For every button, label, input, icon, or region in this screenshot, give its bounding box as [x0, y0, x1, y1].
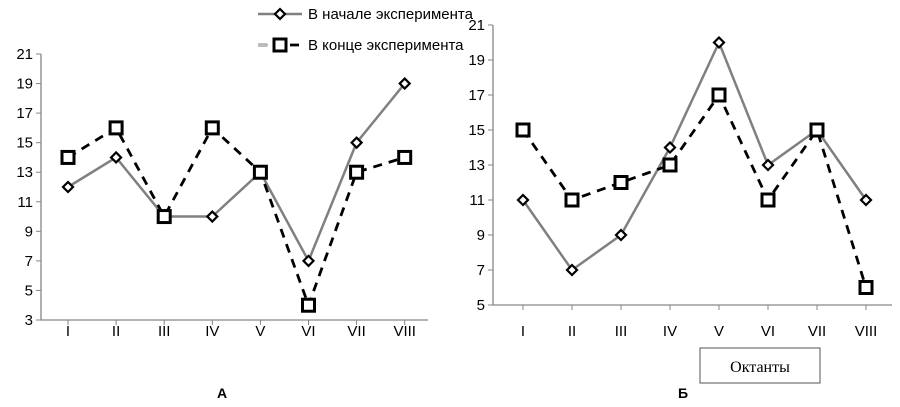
data-point-start — [712, 35, 726, 50]
data-point-end — [60, 149, 76, 165]
legend: В начале эксперимента В конце эксперимент… — [258, 6, 474, 54]
data-point-start — [516, 193, 530, 207]
x-tick-label: II — [568, 323, 576, 340]
y-tick-label: 19 — [16, 76, 33, 93]
data-point-start — [565, 263, 579, 277]
data-point-end — [515, 122, 531, 138]
legend-item: В конце эксперимента — [258, 37, 464, 54]
x-tick-label: VII — [347, 323, 365, 340]
data-point-start — [350, 136, 364, 150]
data-point-start — [614, 228, 628, 242]
data-point-end — [252, 164, 268, 180]
y-tick-label: 3 — [25, 312, 33, 329]
panel-label: А — [217, 385, 227, 401]
data-point-start — [859, 193, 873, 207]
y-tick-label: 19 — [468, 52, 485, 69]
data-point-end — [108, 120, 124, 136]
data-point-end — [760, 192, 776, 208]
x-tick-label: I — [521, 323, 525, 340]
data-point-start — [205, 209, 219, 224]
data-point-end — [809, 122, 825, 138]
y-tick-label: 7 — [25, 253, 33, 270]
data-point-end — [711, 87, 727, 103]
x-tick-label: II — [112, 323, 120, 340]
y-tick-label: 11 — [469, 192, 485, 209]
data-point-end — [564, 192, 580, 208]
x-tick-label: III — [158, 323, 171, 340]
panel-label: Б — [678, 385, 688, 401]
data-point-end — [613, 175, 629, 190]
data-point-start — [109, 150, 123, 165]
legend-marker — [273, 7, 287, 21]
x-tick-label: V — [255, 323, 265, 340]
y-tick-label: 13 — [16, 164, 33, 181]
y-tick-label: 5 — [25, 282, 33, 299]
legend-item: В начале эксперимента — [258, 6, 474, 23]
y-tick-label: 17 — [16, 105, 33, 122]
data-point-end — [204, 120, 220, 136]
data-point-start — [663, 140, 677, 155]
data-point-start — [398, 76, 412, 91]
y-tick-label: 5 — [477, 297, 485, 314]
x-axis-title: Октанты — [730, 359, 790, 376]
x-tick-label: VI — [761, 323, 775, 340]
data-point-end — [858, 280, 874, 295]
x-tick-label: IV — [663, 323, 677, 340]
data-point-end — [301, 297, 316, 313]
legend-label: В начале эксперимента — [308, 6, 474, 23]
legend-marker — [272, 37, 288, 53]
x-tick-label: VIII — [393, 323, 416, 340]
x-tick-label: V — [714, 323, 724, 340]
y-tick-label: 7 — [477, 262, 485, 279]
y-tick-label: 9 — [477, 227, 485, 244]
x-tick-label: I — [66, 323, 70, 340]
x-tick-label: III — [615, 323, 628, 340]
x-tick-label: VII — [808, 323, 826, 340]
data-point-start — [61, 180, 75, 194]
y-tick-label: 9 — [25, 223, 33, 240]
y-tick-label: 13 — [468, 157, 485, 174]
data-point-start — [761, 158, 775, 172]
y-tick-label: 15 — [16, 135, 33, 152]
x-tick-label: IV — [205, 323, 219, 340]
x-tick-label: VI — [301, 323, 315, 340]
data-point-start — [301, 254, 316, 268]
y-tick-label: 21 — [16, 46, 33, 63]
series-line-start — [67, 82, 406, 264]
y-tick-label: 11 — [17, 194, 33, 211]
data-point-end — [349, 164, 365, 180]
x-axis-title-box — [699, 347, 821, 384]
data-point-end — [662, 157, 678, 173]
series-line-end — [67, 125, 406, 310]
y-tick-label: 17 — [468, 87, 485, 104]
y-tick-label: 15 — [468, 122, 485, 139]
legend-label: В конце эксперимента — [308, 37, 464, 54]
y-tick-label: 21 — [468, 17, 485, 34]
x-tick-label: VIII — [855, 323, 878, 340]
series-line-start — [521, 39, 868, 272]
data-point-end — [156, 209, 172, 225]
data-point-end — [397, 149, 413, 165]
series-line-end — [521, 92, 868, 288]
